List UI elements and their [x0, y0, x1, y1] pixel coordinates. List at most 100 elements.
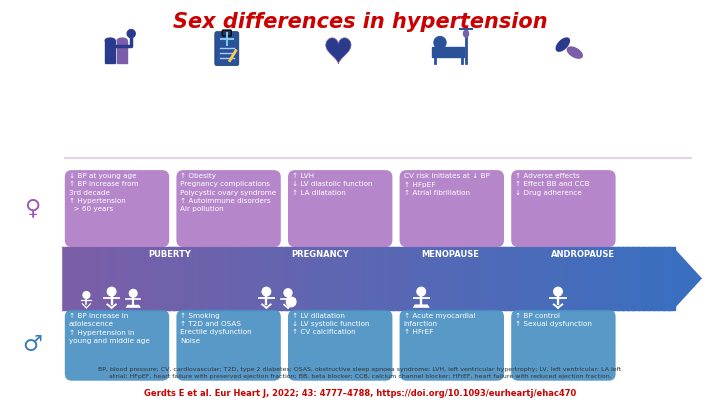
Polygon shape [556, 37, 570, 52]
Bar [270, 247, 277, 310]
FancyBboxPatch shape [288, 170, 392, 247]
Bar [66, 247, 73, 310]
Bar [179, 247, 185, 310]
Bar [444, 247, 450, 310]
Bar [184, 247, 190, 310]
Text: ANDROPAUSE: ANDROPAUSE [552, 250, 615, 259]
Bar [571, 247, 578, 310]
Bar [372, 247, 379, 310]
Bar [76, 247, 83, 310]
Text: Gerdts E et al. Eur Heart J, 2022; 43: 4777–4788, https://doi.org/10.1093/eurhea: Gerdts E et al. Eur Heart J, 2022; 43: 4… [144, 389, 576, 398]
Bar [505, 247, 511, 310]
Bar [459, 247, 466, 310]
Bar [357, 247, 364, 310]
Bar [220, 247, 226, 310]
Circle shape [83, 292, 90, 298]
Bar [347, 247, 354, 310]
Polygon shape [567, 46, 583, 59]
Bar [464, 247, 471, 310]
Bar [612, 247, 618, 310]
Bar [490, 247, 496, 310]
Ellipse shape [105, 38, 115, 43]
Bar [582, 247, 588, 310]
Polygon shape [413, 305, 430, 308]
Bar [275, 247, 282, 310]
Bar [138, 247, 144, 310]
Circle shape [127, 30, 135, 38]
Text: ↑ LV dilatation
↓ LV systolic function
↑ CV calcification: ↑ LV dilatation ↓ LV systolic function ↑… [292, 313, 369, 335]
Text: PREGNANCY: PREGNANCY [292, 250, 349, 259]
Bar [643, 247, 649, 310]
Bar [61, 247, 68, 310]
Circle shape [287, 297, 296, 307]
Bar [526, 247, 532, 310]
Bar [454, 247, 461, 310]
Bar [281, 247, 287, 310]
Bar [423, 247, 430, 310]
Text: ↑ BP increase in
adolescence
↑ Hypertension in
young and middle age: ↑ BP increase in adolescence ↑ Hypertens… [69, 313, 150, 344]
FancyBboxPatch shape [511, 170, 616, 247]
Bar [245, 247, 251, 310]
Text: ↑ BP control
↑ Sexual dysfunction: ↑ BP control ↑ Sexual dysfunction [516, 313, 592, 327]
Bar [622, 247, 629, 310]
Bar [377, 247, 384, 310]
Text: CV risk initiates at ↓ BP
↑ HFpEF
↑ Atrial fibrillation: CV risk initiates at ↓ BP ↑ HFpEF ↑ Atri… [404, 173, 490, 196]
Bar [541, 247, 547, 310]
Bar [397, 247, 405, 310]
Circle shape [554, 287, 562, 296]
Bar [331, 247, 338, 310]
Bar [92, 247, 99, 310]
Bar [194, 247, 200, 310]
Bar [122, 247, 129, 310]
Bar [536, 247, 542, 310]
Bar [352, 247, 359, 310]
FancyBboxPatch shape [400, 170, 504, 247]
Text: ↑ Obesity
Pregnancy complications
Polycystic ovary syndrome
↑ Autoimmune disorde: ↑ Obesity Pregnancy complications Polycy… [181, 173, 276, 212]
FancyBboxPatch shape [215, 32, 239, 66]
Bar [112, 247, 119, 310]
Bar [306, 247, 312, 310]
Circle shape [284, 289, 292, 297]
Bar [469, 247, 476, 310]
Ellipse shape [117, 38, 127, 43]
Bar [587, 247, 593, 310]
Bar [632, 247, 639, 310]
Bar [617, 247, 624, 310]
Bar [117, 247, 124, 310]
Bar [648, 247, 654, 310]
Bar [127, 247, 134, 310]
Bar [260, 247, 266, 310]
Bar [546, 247, 552, 310]
Text: ♀: ♀ [24, 198, 40, 219]
Bar [531, 247, 537, 310]
Bar [107, 247, 114, 310]
Bar [556, 247, 562, 310]
Bar [576, 247, 583, 310]
Bar [637, 247, 644, 310]
Bar [438, 247, 445, 310]
Bar [97, 247, 104, 310]
Text: ↑ LVH
↓ LV diastolic function
↑ LA dilatation: ↑ LVH ↓ LV diastolic function ↑ LA dilat… [292, 173, 372, 196]
Bar [291, 247, 297, 310]
Bar [204, 247, 210, 310]
Bar [86, 247, 94, 310]
Bar [296, 247, 302, 310]
Bar [403, 247, 410, 310]
Bar [413, 247, 420, 310]
FancyBboxPatch shape [288, 310, 392, 381]
FancyBboxPatch shape [65, 170, 169, 247]
Bar [658, 247, 665, 310]
Bar [432, 47, 464, 57]
Bar [143, 247, 150, 310]
FancyBboxPatch shape [176, 310, 281, 381]
Bar [225, 247, 231, 310]
Bar [158, 247, 165, 310]
Bar [418, 247, 425, 310]
Bar [250, 247, 256, 310]
Bar [510, 247, 516, 310]
Bar [174, 247, 180, 310]
Polygon shape [673, 247, 702, 310]
Bar [81, 247, 88, 310]
Circle shape [417, 287, 426, 296]
Circle shape [107, 287, 116, 296]
